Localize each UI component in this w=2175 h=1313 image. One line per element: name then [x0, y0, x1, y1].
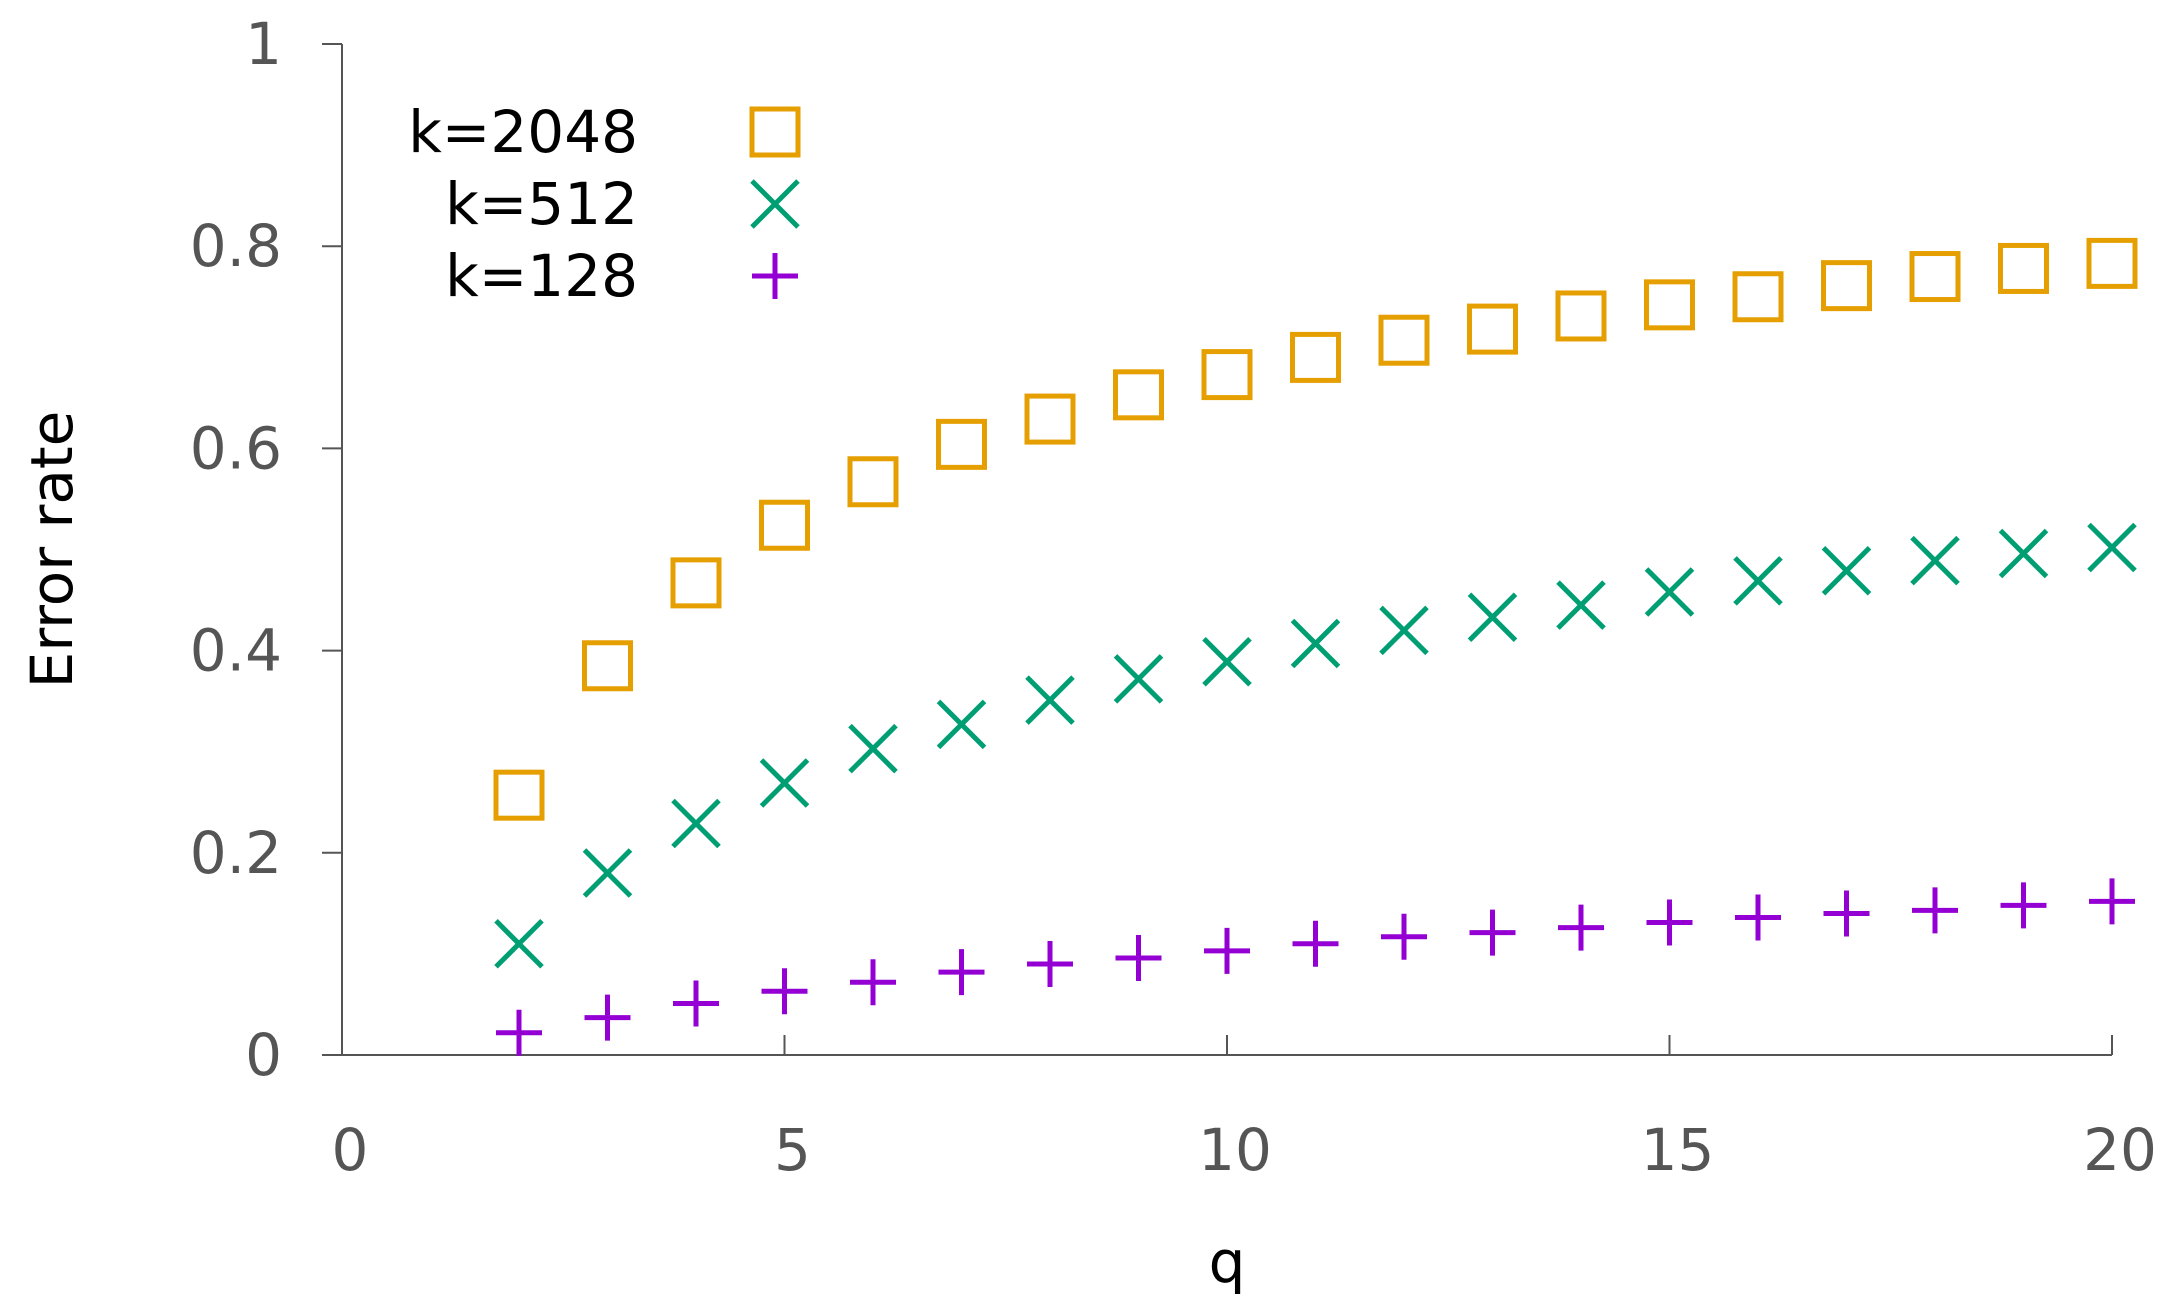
data-point-plus — [1469, 909, 1516, 956]
data-point-square — [670, 557, 722, 609]
data-point-plus — [2089, 878, 2135, 925]
data-point-cross — [1998, 528, 2049, 579]
y-ticks: 0 0.2 0.4 0.6 0.8 1 — [190, 10, 342, 1089]
data-point-cross — [848, 723, 898, 774]
data-point-plus — [673, 980, 719, 1027]
data-point-square — [1113, 369, 1164, 421]
legend-marker-square — [749, 106, 801, 158]
y-tick-label: 0.4 — [190, 617, 282, 685]
data-point-cross — [1644, 567, 1695, 617]
data-point-square — [582, 640, 633, 692]
data-point-square — [1378, 314, 1430, 366]
data-point-square — [1024, 393, 1076, 445]
data-point-cross — [582, 848, 633, 898]
data-point-square — [759, 499, 810, 551]
series-plus — [496, 878, 2135, 1056]
x-tick-label: 0 — [332, 1116, 369, 1184]
data-point-plus — [1292, 920, 1339, 967]
data-point-cross — [2087, 522, 2137, 573]
data-point-cross — [671, 798, 721, 849]
data-point-plus — [1823, 890, 1870, 937]
data-point-square — [1644, 279, 1695, 331]
data-point-plus — [1115, 934, 1162, 981]
legend-marker-plus — [752, 253, 798, 299]
y-tick-label: 0.6 — [190, 414, 282, 482]
series-cross — [494, 522, 2137, 969]
data-point-square — [1732, 271, 1784, 323]
data-point-cross — [1379, 605, 1429, 656]
y-tick-label: 0.2 — [190, 819, 282, 887]
x-tick-label: 10 — [1198, 1116, 1272, 1184]
data-point-square — [2086, 237, 2138, 289]
x-tick-label: 5 — [774, 1116, 811, 1184]
data-point-cross — [1733, 556, 1783, 606]
data-point-square — [1201, 349, 1253, 401]
legend-label: k=512 — [445, 170, 638, 238]
data-point-plus — [1204, 927, 1250, 974]
data-point-plus — [938, 949, 985, 996]
data-point-plus — [496, 1009, 542, 1056]
data-point-square — [1909, 251, 1961, 303]
data-point-square — [936, 418, 987, 470]
data-point-square — [493, 769, 545, 821]
y-axis-title: Error rate — [18, 411, 86, 689]
data-point-square — [1290, 331, 1341, 383]
data-point-cross — [1290, 618, 1341, 669]
data-point-cross — [1113, 654, 1164, 704]
data-point-cross — [759, 758, 810, 808]
x-axis-title: q — [1209, 1228, 1246, 1296]
data-point-plus — [1646, 899, 1693, 946]
series-layer — [493, 237, 2138, 1056]
data-point-square — [1467, 303, 1518, 355]
y-tick-label: 0 — [245, 1021, 282, 1089]
data-point-cross — [1556, 580, 1606, 630]
data-point-plus — [850, 959, 896, 1006]
data-point-square — [1998, 242, 2049, 294]
x-ticks: 0 5 10 15 20 — [332, 1035, 2157, 1184]
data-point-plus — [1027, 941, 1073, 988]
data-point-cross — [1025, 675, 1075, 725]
x-tick-label: 15 — [1641, 1116, 1715, 1184]
legend-label: k=2048 — [408, 98, 638, 166]
data-point-cross — [1821, 545, 1872, 596]
legend-marker-cross — [750, 179, 800, 229]
data-point-plus — [1912, 887, 1958, 934]
data-point-plus — [761, 968, 808, 1015]
data-point-square — [847, 456, 899, 508]
data-point-plus — [1735, 894, 1781, 941]
data-point-plus — [1381, 913, 1427, 960]
data-point-cross — [1467, 592, 1518, 643]
data-point-plus — [584, 994, 631, 1041]
data-point-plus — [2000, 882, 2047, 929]
data-point-cross — [1202, 636, 1252, 687]
data-point-cross — [936, 699, 987, 750]
y-tick-label: 0.8 — [190, 212, 282, 280]
x-tick-label: 20 — [2083, 1116, 2157, 1184]
data-point-cross — [1910, 535, 1960, 586]
legend-label: k=128 — [445, 242, 638, 310]
data-point-plus — [1558, 904, 1604, 951]
data-point-square — [1821, 260, 1872, 312]
series-square — [493, 237, 2138, 821]
data-point-square — [1555, 290, 1607, 342]
data-point-cross — [494, 919, 544, 969]
y-tick-label: 1 — [245, 10, 282, 78]
